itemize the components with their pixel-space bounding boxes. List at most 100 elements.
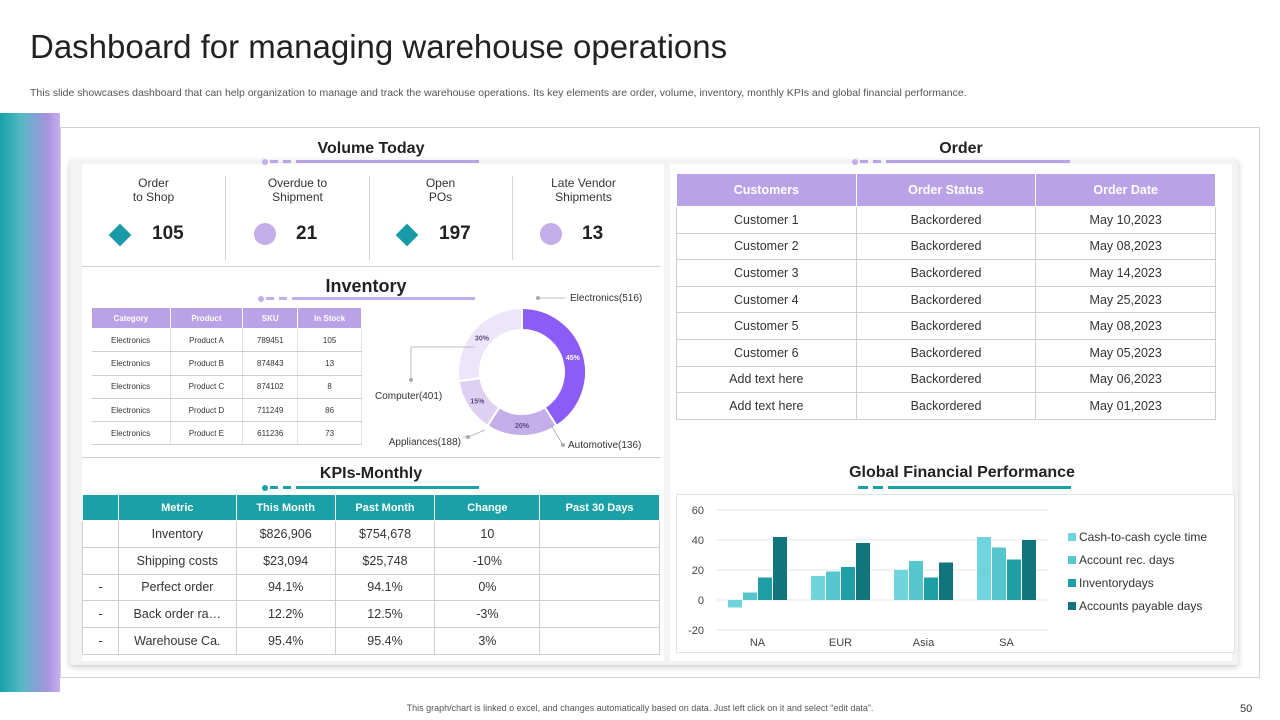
table-cell (82, 520, 119, 548)
table-cell (539, 600, 660, 629)
bar (1007, 559, 1021, 600)
table-cell: 3% (434, 627, 541, 655)
legend-label: Inventorydays (1079, 576, 1154, 590)
financial-bar-chart: 60 40 20 0 -20 NA EUR Asia SA Cash-to-cash cycle … (676, 494, 1235, 653)
donut-slice (521, 306, 587, 428)
x-tick-label: NA (750, 637, 766, 649)
table-cell: Shipping costs (117, 546, 237, 575)
title-underline (888, 486, 1071, 489)
table-cell: Product D (170, 398, 244, 423)
table-cell: 13 (297, 351, 362, 376)
inventory-donut-chart: 45% Electronics(516) 20% Automotive(136) 15%… (375, 293, 642, 451)
table-cell: Customer 6 (676, 338, 857, 367)
table-row: Add text here Backordered May 06,2023 (676, 365, 1216, 394)
title-underline-dash (858, 486, 868, 489)
table-row: - Back order ra… 12.2% 12.5% -3% (82, 600, 660, 629)
column-header: SKU (242, 307, 299, 329)
title-underline-dash (283, 486, 291, 489)
title-underline-dash (873, 486, 883, 489)
x-tick-label: SA (999, 637, 1014, 649)
table-cell: Backordered (855, 259, 1037, 287)
table-cell: 95.4% (235, 627, 336, 655)
table-cell: Backordered (855, 206, 1037, 234)
table-row: Customer 4 Backordered May 25,2023 (676, 285, 1216, 314)
table-cell: $826,906 (235, 520, 336, 548)
kpi-value: 13 (582, 223, 604, 244)
table-cell: 73 (297, 421, 362, 446)
kpi-label: Order to Shop (132, 176, 175, 204)
legend-swatch (1068, 556, 1076, 564)
bar (909, 561, 923, 600)
table-cell: 789451 (242, 328, 299, 353)
title-underline-dash (270, 160, 278, 163)
slice-category-label: Computer(401) (375, 391, 442, 402)
leader-line (410, 346, 475, 380)
x-tick-label: EUR (829, 637, 852, 649)
bar (977, 537, 991, 600)
legend-label: Accounts payable days (1079, 599, 1202, 613)
column-header: This Month (235, 494, 336, 521)
bar (743, 592, 757, 600)
column-header: Past 30 Days (539, 494, 660, 521)
chart-plot-frame (676, 494, 1235, 653)
leader-line (550, 424, 565, 446)
accent-bar (0, 113, 60, 692)
table-cell: 611236 (242, 421, 299, 446)
bar (856, 543, 870, 600)
order-table: Customers Order Status Order Date Custom… (676, 173, 1216, 420)
slice-percent-label: 45% (566, 355, 581, 362)
leader-dot (561, 443, 565, 447)
table-cell: Product C (170, 375, 244, 399)
bar (758, 577, 772, 600)
y-tick-label: 60 (692, 505, 704, 517)
table-cell: 874102 (242, 375, 299, 399)
table-cell: May 06,2023 (1035, 365, 1216, 394)
table-cell: May 08,2023 (1035, 312, 1216, 340)
title-underline-dash (860, 160, 868, 163)
kpi-tile-late-vendor-shipments: Late Vendor Shipments 13 (512, 176, 655, 262)
table-cell (539, 520, 660, 548)
title-underline-dash (270, 486, 278, 489)
kpi-label: Late Vendor Shipments (551, 176, 616, 204)
slide-subtitle: This slide showcases dashboard that can … (30, 87, 967, 99)
table-row: Electronics Product C 874102 8 (91, 375, 362, 399)
table-cell: Back order ra… (117, 600, 237, 629)
title-underline-dash (279, 297, 287, 300)
slice-percent-label: 30% (475, 335, 490, 342)
table-cell: May 14,2023 (1035, 259, 1216, 287)
table-row: - Perfect order 94.1% 94.1% 0% (82, 573, 660, 602)
table-cell: Product E (170, 421, 244, 446)
kpi-value: 105 (152, 223, 184, 244)
bar (811, 576, 825, 600)
legend-label: Account rec. days (1079, 553, 1174, 567)
table-cell: Warehouse Ca. (117, 627, 237, 655)
title-underline (292, 297, 475, 300)
slice-category-label: Automotive(136) (568, 440, 641, 451)
table-cell: 8 (297, 375, 362, 399)
legend-swatch (1068, 533, 1076, 541)
table-cell: Electronics (91, 328, 171, 353)
kpi-tile-open-pos: Open POs 197 (369, 176, 512, 262)
table-cell: May 08,2023 (1035, 232, 1216, 261)
y-tick-label: 40 (692, 535, 704, 547)
table-cell: May 25,2023 (1035, 285, 1216, 314)
table-cell: Electronics (91, 398, 171, 423)
table-cell: Electronics (91, 351, 171, 376)
column-header: Order Date (1035, 173, 1216, 207)
kpi-divider (369, 176, 370, 260)
table-cell: -3% (434, 600, 541, 629)
table-cell: Product A (170, 328, 244, 353)
table-cell: Backordered (855, 338, 1037, 367)
table-header-row: Category Product SKU In Stock (91, 307, 362, 329)
title-underline-dot (852, 159, 858, 165)
slide-title: Dashboard for managing warehouse operati… (30, 28, 728, 65)
table-row: Customer 5 Backordered May 08,2023 (676, 312, 1216, 340)
bar (924, 577, 938, 600)
footer-note: This graph/chart is linked o excel, and … (406, 703, 874, 713)
kpi-tile-overdue-to-shipment: Overdue to Shipment 21 (226, 176, 369, 262)
column-header: Customers (676, 173, 857, 207)
table-cell: -10% (434, 546, 541, 575)
table-cell: 12.2% (235, 600, 336, 629)
table-cell: Electronics (91, 421, 171, 446)
table-cell: 105 (297, 328, 362, 353)
